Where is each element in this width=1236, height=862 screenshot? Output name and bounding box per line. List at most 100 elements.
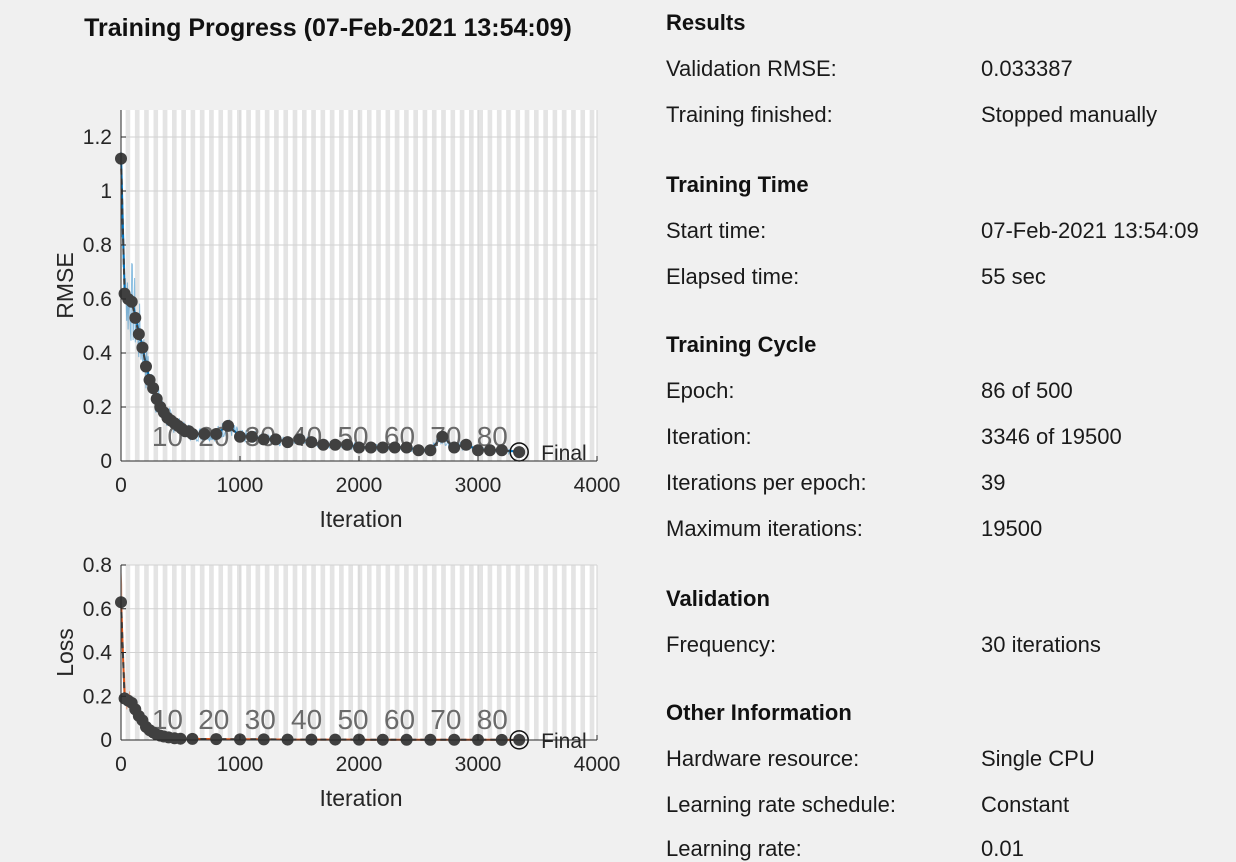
epoch-band xyxy=(557,110,562,461)
epoch-band xyxy=(315,110,321,461)
x-tick-label: 1000 xyxy=(217,753,264,776)
epoch-band xyxy=(339,110,344,461)
epoch-band xyxy=(464,110,470,461)
y-tick-label: 0 xyxy=(100,729,112,752)
x-tick-label: 4000 xyxy=(574,753,621,776)
epoch-band xyxy=(125,110,131,461)
epoch-band xyxy=(575,110,581,461)
y-tick-label: 0.6 xyxy=(83,598,112,621)
epoch-band xyxy=(580,110,586,461)
iteration-label: Iteration: xyxy=(666,424,752,449)
training-time-heading: Training Time xyxy=(666,172,809,197)
hardware-resource-label: Hardware resource: xyxy=(666,746,860,771)
epoch-band xyxy=(223,110,228,461)
y-axis-label: RMSE xyxy=(52,252,78,318)
epoch-band xyxy=(561,110,567,461)
epoch-band xyxy=(380,110,386,461)
training-info-panel: Results Validation RMSE: 0.033387 Traini… xyxy=(666,0,1236,861)
epoch-band xyxy=(589,110,595,461)
epoch-band xyxy=(325,110,330,461)
validation-point xyxy=(186,428,199,440)
learning-rate-schedule-value: Constant xyxy=(981,792,1070,817)
rmse-chart: 1020304050607080Final00.20.40.60.811.201… xyxy=(52,110,621,532)
epoch-band xyxy=(566,110,572,461)
x-tick-label: 4000 xyxy=(574,474,621,497)
validation-point xyxy=(210,428,223,440)
epoch-band xyxy=(357,110,363,461)
validation-point xyxy=(472,444,484,457)
epoch-band xyxy=(534,110,539,461)
epoch-band xyxy=(311,110,316,461)
validation-point xyxy=(222,419,235,432)
validation-point xyxy=(281,436,294,449)
other-information-heading: Other Information xyxy=(666,700,852,725)
epoch-band xyxy=(172,110,177,461)
epoch-band xyxy=(496,110,502,461)
validation-point xyxy=(129,311,142,324)
validation-point xyxy=(210,733,223,746)
epoch-band xyxy=(376,110,381,461)
validation-point xyxy=(174,732,187,745)
hardware-resource-value: Single CPU xyxy=(981,746,1095,771)
epoch-band xyxy=(167,110,173,461)
epoch-band xyxy=(288,110,293,461)
epoch-band xyxy=(297,110,302,461)
iteration-value: 3346 of 19500 xyxy=(981,424,1122,449)
epoch-band xyxy=(269,110,275,461)
epoch-band xyxy=(320,110,326,461)
epoch-band xyxy=(543,110,548,461)
epoch-band xyxy=(301,110,307,461)
training-finished-value: Stopped manually xyxy=(981,102,1158,127)
epoch-band xyxy=(469,110,474,461)
epoch-band xyxy=(487,110,493,461)
iterations-per-epoch-label: Iterations per epoch: xyxy=(666,470,867,495)
y-tick-label: 0.8 xyxy=(83,554,112,577)
validation-point xyxy=(376,441,389,454)
validation-point xyxy=(186,732,199,745)
y-tick-label: 0.6 xyxy=(83,288,112,311)
validation-point xyxy=(269,433,282,446)
training-cycle-heading: Training Cycle xyxy=(666,332,817,357)
validation-point xyxy=(132,328,145,341)
epoch-band xyxy=(209,110,214,461)
y-tick-label: 1.2 xyxy=(83,126,112,149)
validation-point xyxy=(448,441,461,454)
epoch-band xyxy=(371,110,377,461)
epoch-band xyxy=(348,110,354,461)
epoch-band xyxy=(594,110,597,461)
validation-point xyxy=(460,438,473,451)
epoch-stripes xyxy=(121,110,597,461)
epoch-band xyxy=(195,110,200,461)
epoch-band xyxy=(250,110,256,461)
epoch-band xyxy=(227,110,233,461)
elapsed-time-label: Elapsed time: xyxy=(666,264,800,289)
epoch-band xyxy=(139,110,145,461)
epoch-band xyxy=(455,110,460,461)
validation-rmse-label: Validation RMSE: xyxy=(666,56,837,81)
x-tick-label: 3000 xyxy=(455,753,502,776)
epoch-band xyxy=(492,110,497,461)
learning-rate-value: 0.01 xyxy=(981,836,1024,861)
epoch-band xyxy=(422,110,428,461)
epoch-band xyxy=(246,110,251,461)
x-tick-label: 2000 xyxy=(336,474,383,497)
y-tick-label: 0.4 xyxy=(83,342,113,365)
epoch-band xyxy=(552,110,558,461)
start-time-value: 07-Feb-2021 13:54:09 xyxy=(981,218,1199,243)
validation-point xyxy=(424,444,437,457)
validation-point xyxy=(293,433,306,446)
epoch-band xyxy=(306,110,312,461)
epoch-band xyxy=(431,110,437,461)
x-tick-label: 2000 xyxy=(336,753,383,776)
learning-rate-schedule-label: Learning rate schedule: xyxy=(666,792,896,817)
validation-point xyxy=(400,441,413,454)
final-point xyxy=(514,446,525,457)
x-axis-label: Iteration xyxy=(319,506,402,532)
epoch-band xyxy=(399,110,405,461)
epoch-band xyxy=(134,110,140,461)
final-label: Final xyxy=(541,730,587,753)
epoch-band xyxy=(148,110,154,461)
training-finished-label: Training finished: xyxy=(666,102,833,127)
validation-rmse-value: 0.033387 xyxy=(981,56,1073,81)
epoch-band xyxy=(162,110,168,461)
